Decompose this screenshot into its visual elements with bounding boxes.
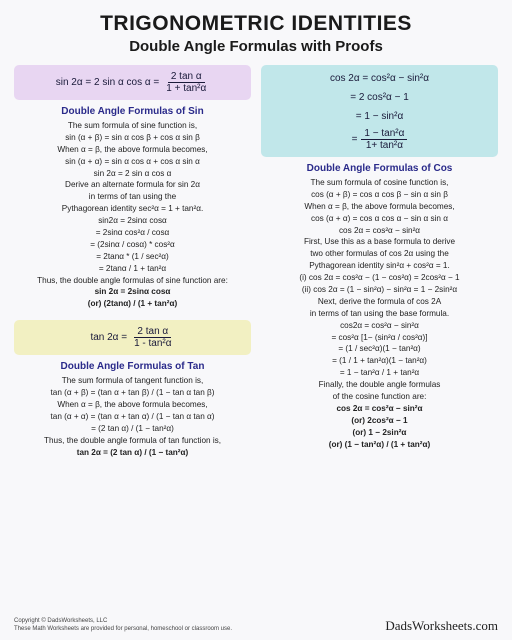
cos-formula-l1: cos 2α = cos²α − sin²α (330, 71, 429, 86)
tan-formula-den: 1 - tan²α (131, 338, 174, 349)
brand-logo: DadsWorksheets.com (385, 618, 498, 634)
sin-line: Derive an alternate formula for sin 2α (14, 179, 251, 191)
cos-line: (ii) cos 2α = (1 − sin²α) − sin²α = 1 − … (261, 284, 498, 296)
sin-line: sin 2α = 2 sin α cos α (14, 168, 251, 180)
sin-line: sin2α = 2sinα cosα (14, 215, 251, 227)
sin-formula-lhs: sin 2α = 2 sin α cos α = (56, 75, 160, 90)
cos-formula-l4-den: 1+ tan²α (363, 140, 406, 151)
tan-formula-box: tan 2α = 2 tan α 1 - tan²α (14, 320, 251, 355)
cos-line: First, Use this as a base formula to der… (261, 236, 498, 248)
tan-section-title: Double Angle Formulas of Tan (14, 361, 251, 372)
copyright-line2: These Math Worksheets are provided for p… (14, 626, 232, 634)
cos-formula-l4-lhs: = (352, 132, 358, 147)
tan-line: The sum formula of tangent function is, (14, 375, 251, 387)
tan-formula-frac: 2 tan α 1 - tan²α (131, 326, 174, 349)
cos-line: The sum formula of cosine function is, (261, 177, 498, 189)
sin-line: When α = β, the above formula becomes, (14, 144, 251, 156)
cos-line: = (1 / 1 + tan²α)(1 − tan²α) (261, 355, 498, 367)
tan-line: tan (α + α) = (tan α + tan α) / (1 − tan… (14, 411, 251, 423)
sin-line: The sum formula of sine function is, (14, 120, 251, 132)
sin-line: = 2tanα * (1 / sec²α) (14, 251, 251, 263)
sin-formula-den: 1 + tan²α (163, 83, 209, 94)
cos-line: Pythagorean identity sin²α + cos²α = 1. (261, 260, 498, 272)
sin-result: sin 2α = 2sinα cosα (14, 286, 251, 298)
cos-line: = 1 − tan²α / 1 + tan²α (261, 367, 498, 379)
cos-result: (or) 2cos²α − 1 (261, 415, 498, 427)
cos-line: = cos²α [1− (sin²α / cos²α)] (261, 332, 498, 344)
cos-line: cos (α + β) = cos α cos β − sin α sin β (261, 189, 498, 201)
tan-formula-lhs: tan 2α = (90, 330, 127, 345)
cos-line: Finally, the double angle formulas (261, 379, 498, 391)
tan-line: = (2 tan α) / (1 − tan²α) (14, 423, 251, 435)
tan-line: Thus, the double angle formula of tan fu… (14, 435, 251, 447)
cos-line: cos2α = cos²α − sin²α (261, 320, 498, 332)
cos-line: Next, derive the formula of cos 2A (261, 296, 498, 308)
cos-result: (or) 1 − 2sin²α (261, 427, 498, 439)
cos-formula-box: cos 2α = cos²α − sin²α = 2 cos²α − 1 = 1… (261, 65, 498, 157)
sin-line: = (2sinα / cosα) * cos²α (14, 239, 251, 251)
copyright: Copyright © DadsWorksheets, LLC These Ma… (14, 618, 232, 634)
cos-line: two other formulas of cos 2α using the (261, 248, 498, 260)
tan-line: When α = β, the above formula becomes, (14, 399, 251, 411)
sin-result: (or) (2tanα) / (1 + tan²α) (14, 298, 251, 310)
cos-formula-l3: = 1 − sin²α (356, 109, 403, 124)
cos-result: cos 2α = cos²α − sin²α (261, 403, 498, 415)
tan-line: tan (α + β) = (tan α + tan β) / (1 − tan… (14, 387, 251, 399)
tan-body: The sum formula of tangent function is, … (14, 375, 251, 458)
copyright-line1: Copyright © DadsWorksheets, LLC (14, 618, 232, 626)
left-column: sin 2α = 2 sin α cos α = 2 tan α 1 + tan… (14, 65, 251, 458)
page-subtitle: Double Angle Formulas with Proofs (14, 38, 498, 55)
cos-line: = (1 / sec²α)(1 − tan²α) (261, 343, 498, 355)
cos-line: in terms of tan using the base formula. (261, 308, 498, 320)
cos-line: When α = β, the above formula becomes, (261, 201, 498, 213)
sin-formula-num: 2 tan α (168, 71, 205, 83)
sin-line: Pythagorean identity sec²α = 1 + tan²α. (14, 203, 251, 215)
sin-line: sin (α + β) = sin α cos β + cos α sin β (14, 132, 251, 144)
sin-formula-frac: 2 tan α 1 + tan²α (163, 71, 209, 94)
cos-formula-l2: = 2 cos²α − 1 (350, 90, 409, 105)
right-column: cos 2α = cos²α − sin²α = 2 cos²α − 1 = 1… (261, 65, 498, 458)
cos-line: of the cosine function are: (261, 391, 498, 403)
cos-formula-l4-num: 1 − tan²α (361, 128, 407, 140)
sin-section-title: Double Angle Formulas of Sin (14, 106, 251, 117)
sin-line: = 2sinα cos²α / cosα (14, 227, 251, 239)
tan-formula-num: 2 tan α (134, 326, 171, 338)
cos-section-title: Double Angle Formulas of Cos (261, 163, 498, 174)
sin-line: = 2tanα / 1 + tan²α (14, 263, 251, 275)
sin-line: Thus, the double angle formulas of sine … (14, 275, 251, 287)
content-columns: sin 2α = 2 sin α cos α = 2 tan α 1 + tan… (14, 65, 498, 458)
footer: Copyright © DadsWorksheets, LLC These Ma… (14, 618, 498, 634)
cos-line: cos 2α = cos²α − sin²α (261, 225, 498, 237)
sin-line: in terms of tan using the (14, 191, 251, 203)
page-title: TRIGONOMETRIC IDENTITIES (14, 12, 498, 36)
sin-body: The sum formula of sine function is, sin… (14, 120, 251, 310)
cos-line: cos (α + α) = cos α cos α − sin α sin α (261, 213, 498, 225)
cos-formula-l4-frac: 1 − tan²α 1+ tan²α (361, 128, 407, 151)
sin-line: sin (α + α) = sin α cos α + cos α sin α (14, 156, 251, 168)
cos-result: (or) (1 − tan²α) / (1 + tan²α) (261, 439, 498, 451)
tan-result: tan 2α = (2 tan α) / (1 − tan²α) (14, 447, 251, 459)
cos-body: The sum formula of cosine function is, c… (261, 177, 498, 450)
sin-formula-box: sin 2α = 2 sin α cos α = 2 tan α 1 + tan… (14, 65, 251, 100)
cos-line: (i) cos 2α = cos²α − (1 − cos²α) = 2cos²… (261, 272, 498, 284)
